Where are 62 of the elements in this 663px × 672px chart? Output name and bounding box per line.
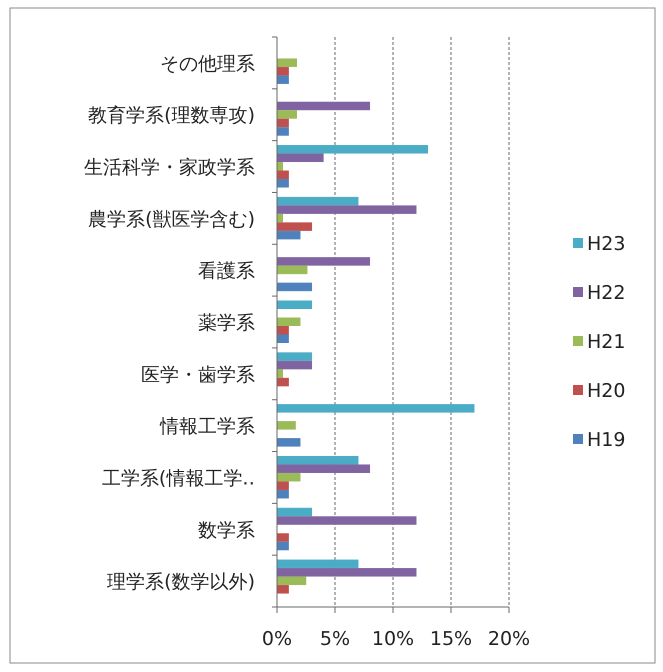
bar — [276, 576, 306, 586]
bar — [276, 196, 358, 206]
bar — [276, 421, 296, 430]
bar — [276, 230, 300, 240]
y-tick-label: 生活科学・家政学系 — [84, 156, 255, 179]
y-tick-label: 数学系 — [198, 519, 255, 542]
y-tick-label: 教育学系(理数専攻) — [88, 104, 255, 127]
y-tick-label: 医学・歯学系 — [141, 364, 255, 386]
y-tick-label: 情報工学系 — [159, 416, 255, 438]
legend-label: H22 — [587, 282, 626, 304]
legend-label: H23 — [587, 233, 626, 255]
bar — [276, 438, 300, 447]
bar — [276, 490, 289, 498]
y-tick-label: 看護系 — [198, 260, 255, 282]
bar — [276, 326, 289, 334]
x-tick-label: 10% — [372, 628, 414, 650]
bar — [276, 456, 358, 464]
bar — [276, 145, 428, 154]
bar — [276, 585, 289, 594]
bar — [276, 257, 370, 266]
x-tick-label: 5% — [320, 628, 350, 650]
bar — [276, 404, 474, 413]
x-tick-label: 15% — [430, 628, 472, 650]
bar — [276, 170, 289, 180]
bar — [276, 58, 297, 67]
bar — [276, 154, 324, 162]
bar — [276, 508, 312, 516]
bar — [276, 127, 289, 136]
y-tick-label: その他理系 — [160, 52, 255, 75]
bar — [276, 542, 289, 550]
y-tick-label: 理学系(数学以外) — [107, 571, 255, 594]
y-tick-label: 工学系(情報工学‥ — [102, 467, 255, 490]
x-tick-label: 20% — [488, 628, 530, 650]
bar — [276, 472, 300, 482]
bar — [276, 378, 289, 386]
bar — [276, 568, 416, 577]
x-tick-label: 0% — [262, 628, 292, 650]
bar — [276, 481, 289, 490]
bar — [276, 560, 358, 568]
bar — [276, 222, 312, 231]
bar — [276, 179, 289, 188]
bar — [276, 300, 312, 310]
bar — [276, 102, 370, 110]
y-tick-label: 農学系(獣医学含む) — [88, 208, 255, 230]
bar — [276, 110, 297, 119]
bar — [276, 334, 289, 343]
bar — [276, 516, 416, 525]
bar — [276, 282, 312, 292]
bar — [276, 352, 312, 361]
bar — [276, 118, 289, 128]
bar — [276, 360, 312, 370]
legend-label: H20 — [587, 380, 626, 402]
bar — [276, 66, 289, 76]
y-tick-label: 薬学系 — [198, 312, 255, 334]
legend-label: H21 — [587, 331, 626, 353]
bar — [276, 266, 308, 274]
bar — [276, 533, 289, 542]
bar — [276, 205, 416, 214]
bar — [276, 464, 370, 473]
bar — [276, 75, 289, 84]
bar — [276, 318, 300, 326]
legend-label: H19 — [587, 429, 626, 451]
